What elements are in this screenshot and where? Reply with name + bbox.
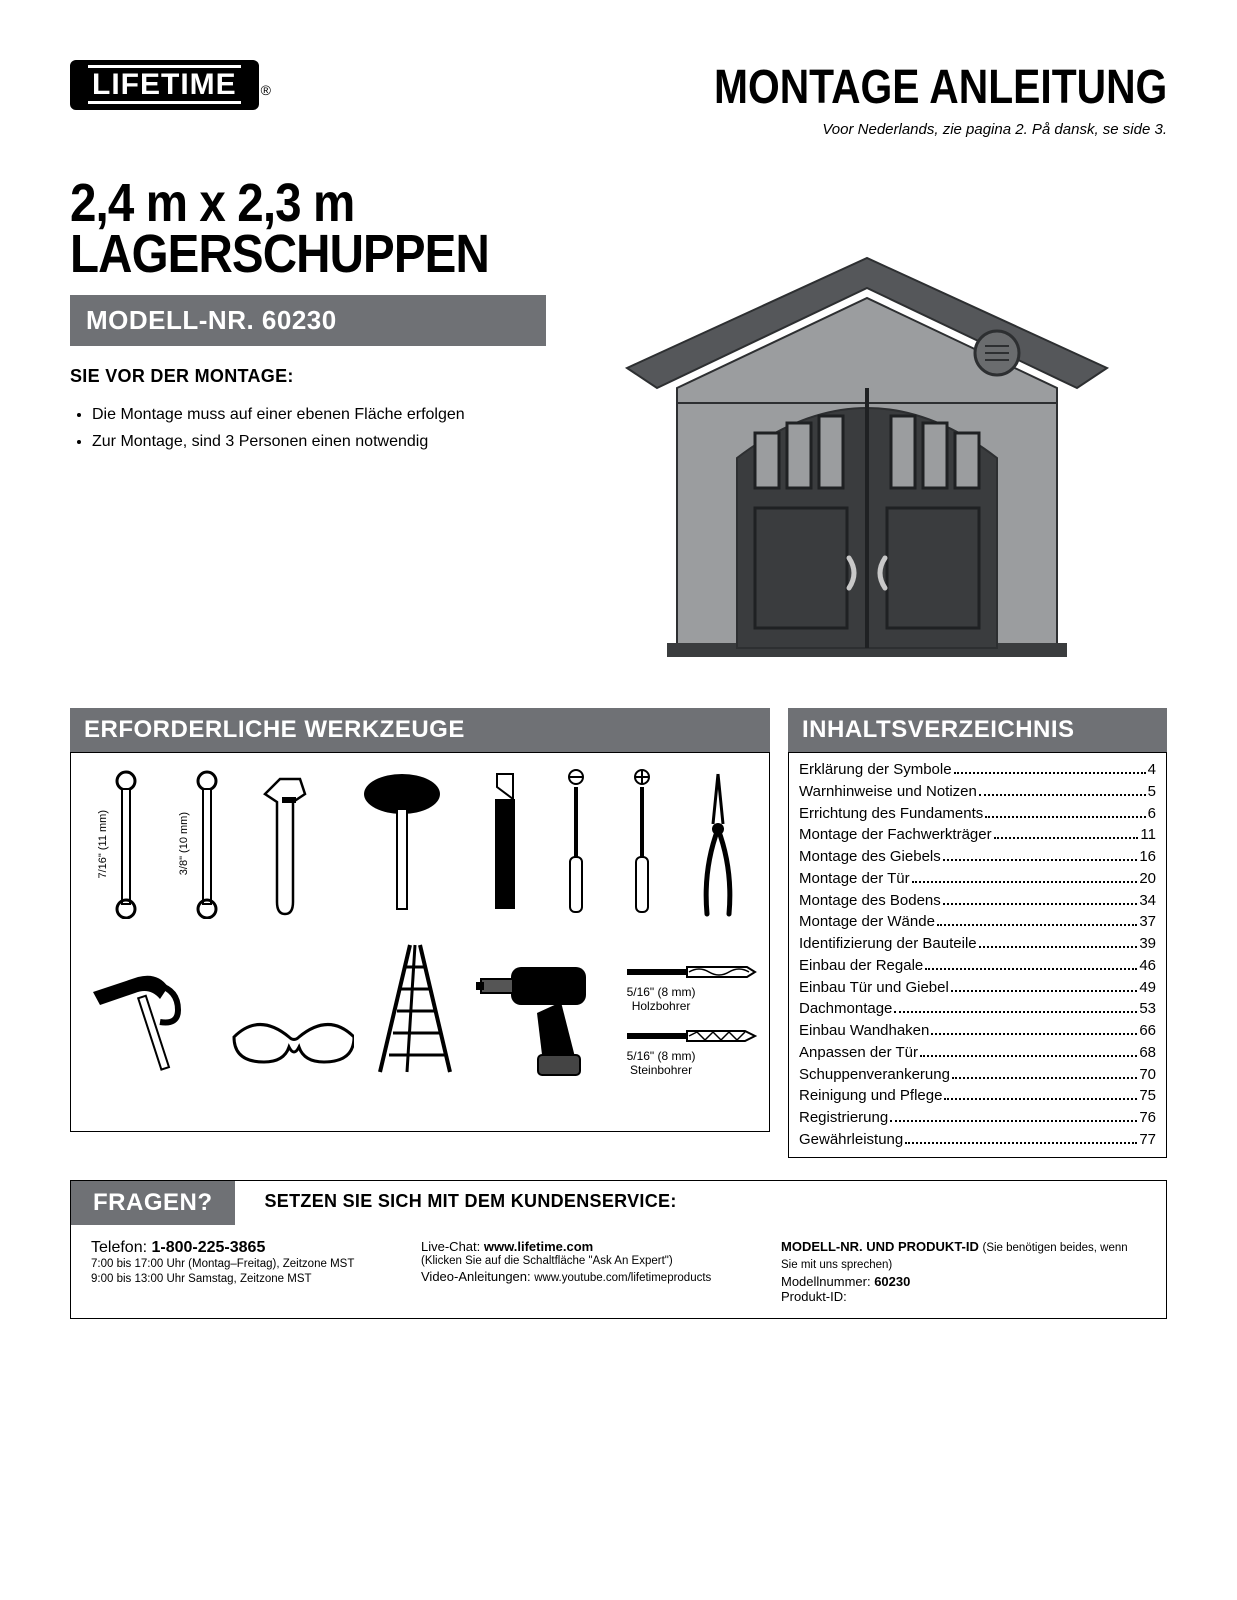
product-id-label: Produkt-ID: <box>781 1289 1146 1304</box>
model-number-bar: MODELL-NR. 60230 <box>70 295 546 346</box>
phone-number: 1-800-225-3865 <box>151 1239 265 1256</box>
toc-line: Montage der Fachwerkträger11 <box>799 824 1156 846</box>
toc-line: Dachmontage53 <box>799 998 1156 1020</box>
chat-url: www.lifetime.com <box>484 1239 593 1254</box>
hammer-icon <box>83 967 213 1077</box>
adjustable-wrench-icon <box>260 769 320 919</box>
document-title: MONTAGE ANLEITUNG <box>714 60 1167 115</box>
wood-bit-icon <box>627 963 757 981</box>
customer-service-heading: SETZEN SIE SICH MIT DEM KUNDENSERVICE: <box>235 1181 677 1225</box>
language-note: Voor Nederlands, zie pagina 2. På dansk,… <box>634 121 1167 138</box>
toc-line: Erklärung der Symbole4 <box>799 759 1156 781</box>
toc-line: Schuppenverankerung70 <box>799 1064 1156 1086</box>
video-url: www.youtube.com/lifetimeproducts <box>534 1272 711 1284</box>
masonry-bit-icon <box>627 1027 757 1045</box>
safety-glasses-icon <box>224 1007 354 1077</box>
brand-logo: LIFETIME® <box>70 60 271 110</box>
toc-line: Reinigung und Pflege75 <box>799 1085 1156 1107</box>
pre-assembly-list: Die Montage muss auf einer ebenen Fläche… <box>92 401 546 455</box>
shed-illustration <box>587 178 1147 678</box>
questions-heading: FRAGEN? <box>71 1181 235 1225</box>
model-number: 60230 <box>874 1274 910 1289</box>
mallet-icon <box>357 769 447 919</box>
phillips-screwdriver-icon <box>628 769 656 919</box>
footer-box: FRAGEN? SETZEN SIE SICH MIT DEM KUNDENSE… <box>70 1180 1167 1319</box>
toc-line: Gewährleistung77 <box>799 1129 1156 1151</box>
toc-line: Anpassen der Tür68 <box>799 1042 1156 1064</box>
toc-line: Montage der Wände37 <box>799 911 1156 933</box>
toc-line: Identifizierung der Bauteile39 <box>799 933 1156 955</box>
chat-note: (Klicken Sie auf die Schaltfläche "Ask A… <box>421 1254 751 1270</box>
drill-icon <box>476 947 616 1077</box>
wrench-size-label: 7/16" (11 mm) <box>97 810 109 879</box>
toc-box: Erklärung der Symbole4Warnhinweise und N… <box>788 752 1167 1158</box>
product-dimensions: 2,4 m x 2,3 m <box>70 178 489 229</box>
wrench-size-label: 3/8" (10 mm) <box>178 812 190 875</box>
toc-line: Einbau der Regale46 <box>799 955 1156 977</box>
pre-assembly-heading: SIE VOR DER MONTAGE: <box>70 366 546 387</box>
wrench-icon <box>192 769 222 919</box>
toc-line: Einbau Tür und Giebel49 <box>799 977 1156 999</box>
hours-text: 9:00 bis 13:00 Uhr Samstag, Zeitzone MST <box>91 1272 391 1288</box>
utility-knife-icon <box>485 769 525 919</box>
wrench-icon <box>111 769 141 919</box>
list-item: Zur Montage, sind 3 Personen einen notwe… <box>92 428 546 455</box>
toc-line: Montage der Tür20 <box>799 868 1156 890</box>
product-name: LAGERSCHUPPEN <box>70 229 489 280</box>
hours-text: 7:00 bis 17:00 Uhr (Montag–Freitag), Zei… <box>91 1257 391 1273</box>
toc-line: Montage des Giebels16 <box>799 846 1156 868</box>
toc-line: Einbau Wandhaken66 <box>799 1020 1156 1042</box>
ladder-icon <box>365 937 465 1077</box>
toc-line: Warnhinweise und Notizen5 <box>799 781 1156 803</box>
tools-box: 7/16" (11 mm) 3/8" (10 mm) <box>70 752 770 1132</box>
toc-line: Montage des Bodens34 <box>799 890 1156 912</box>
toc-heading: INHALTSVERZEICHNIS <box>788 708 1167 752</box>
flat-screwdriver-icon <box>562 769 590 919</box>
list-item: Die Montage muss auf einer ebenen Fläche… <box>92 401 546 428</box>
toc-line: Registrierung76 <box>799 1107 1156 1129</box>
toc-line: Errichtung des Fundaments6 <box>799 803 1156 825</box>
pliers-icon <box>693 769 743 919</box>
tools-heading: ERFORDERLICHE WERKZEUGE <box>70 708 770 752</box>
